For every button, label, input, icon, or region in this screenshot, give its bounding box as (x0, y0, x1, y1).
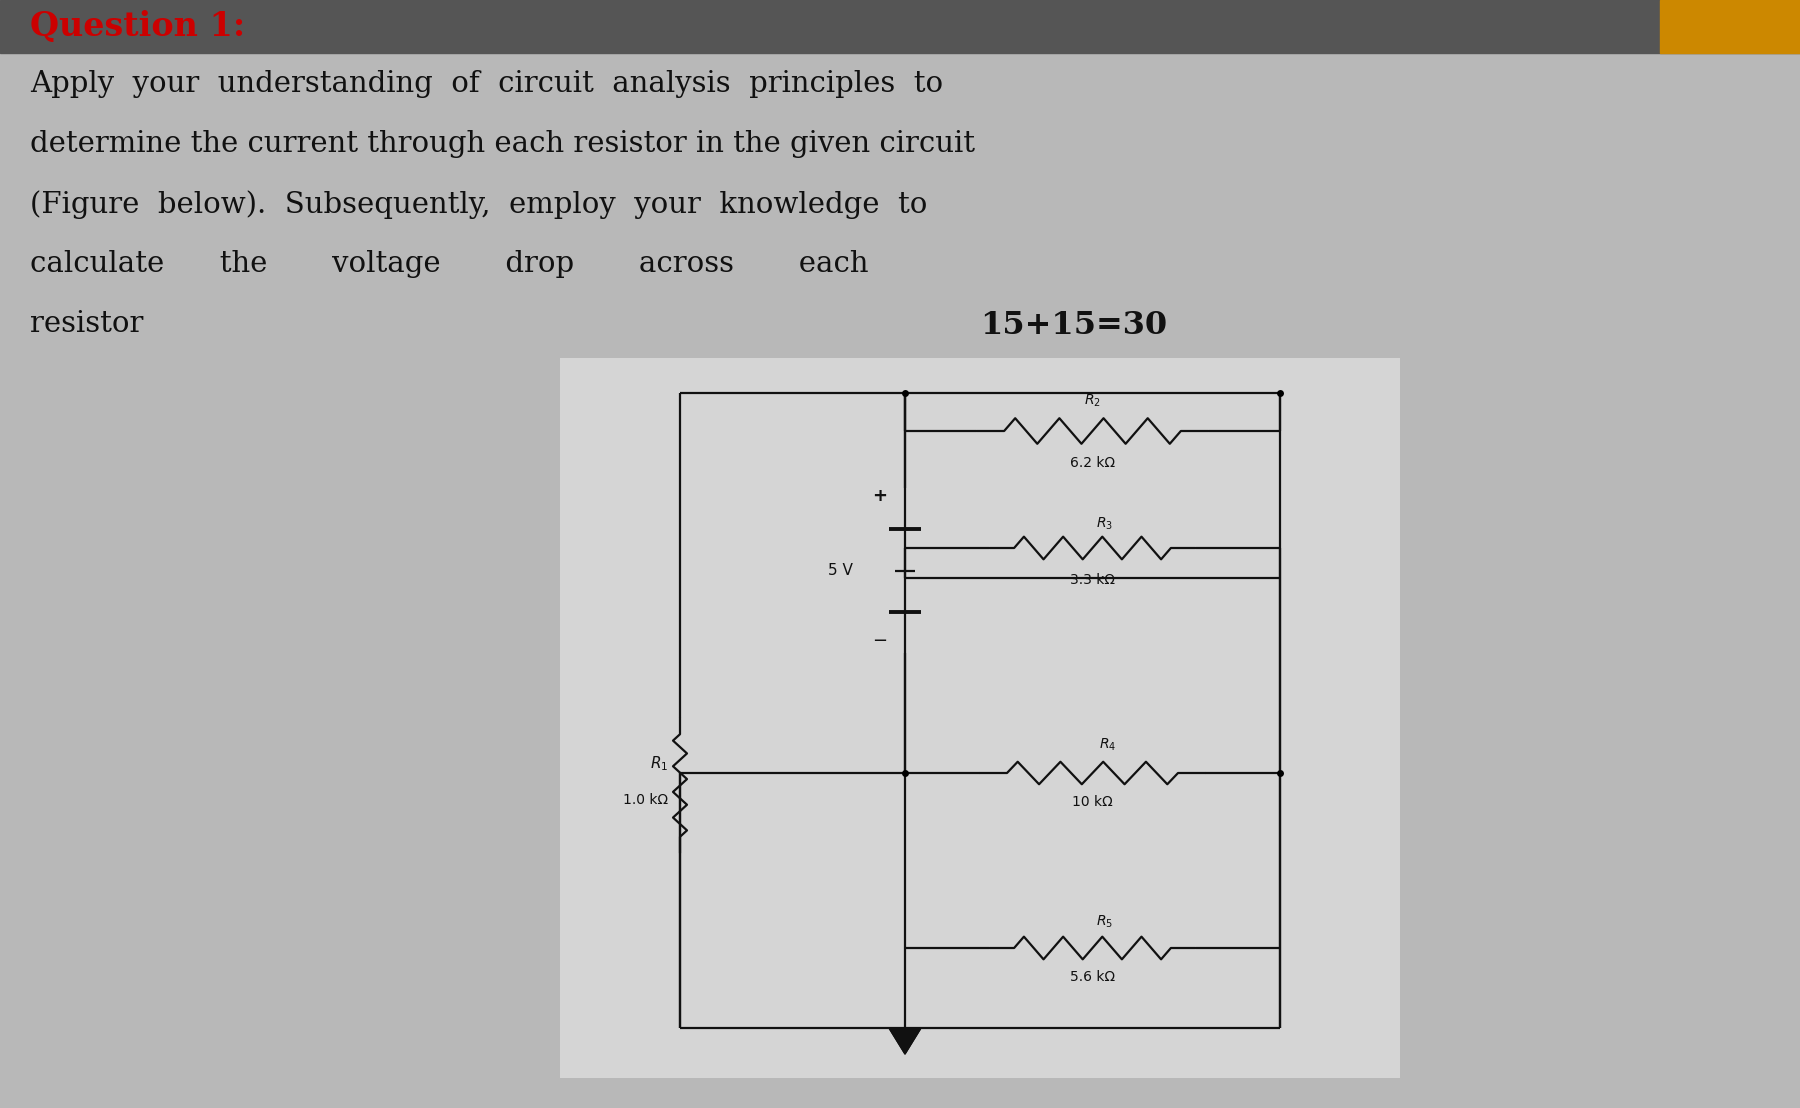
Text: 10 kΩ: 10 kΩ (1073, 796, 1112, 809)
Text: $R_4$: $R_4$ (1098, 737, 1116, 753)
Text: $R_3$: $R_3$ (1096, 515, 1112, 532)
Polygon shape (889, 1028, 922, 1054)
Text: +: + (873, 488, 887, 505)
Text: determine the current through each resistor in the given circuit: determine the current through each resis… (31, 130, 976, 158)
Text: 15+15=30: 15+15=30 (979, 310, 1166, 341)
Text: 5 V: 5 V (828, 563, 853, 578)
Text: −: − (873, 632, 887, 650)
Bar (0, 0, 1800, 53)
Text: $R_1$: $R_1$ (650, 755, 668, 773)
Bar (560, 358, 1400, 1078)
Text: $R_5$: $R_5$ (1096, 914, 1112, 930)
Text: 3.3 kΩ: 3.3 kΩ (1069, 573, 1114, 587)
Text: Question 1:: Question 1: (31, 10, 245, 42)
Text: Apply  your  understanding  of  circuit  analysis  principles  to: Apply your understanding of circuit anal… (31, 70, 943, 98)
Bar (1660, 0, 1800, 53)
Text: 6.2 kΩ: 6.2 kΩ (1069, 456, 1114, 470)
Text: (Figure  below).  Subsequently,  employ  your  knowledge  to: (Figure below). Subsequently, employ you… (31, 189, 927, 218)
Text: resistor: resistor (31, 310, 144, 338)
Text: 5.6 kΩ: 5.6 kΩ (1069, 970, 1114, 984)
Text: $R_2$: $R_2$ (1084, 392, 1102, 409)
Text: calculate      the       voltage       drop       across       each: calculate the voltage drop across each (31, 250, 868, 278)
Text: 1.0 kΩ: 1.0 kΩ (623, 793, 668, 808)
